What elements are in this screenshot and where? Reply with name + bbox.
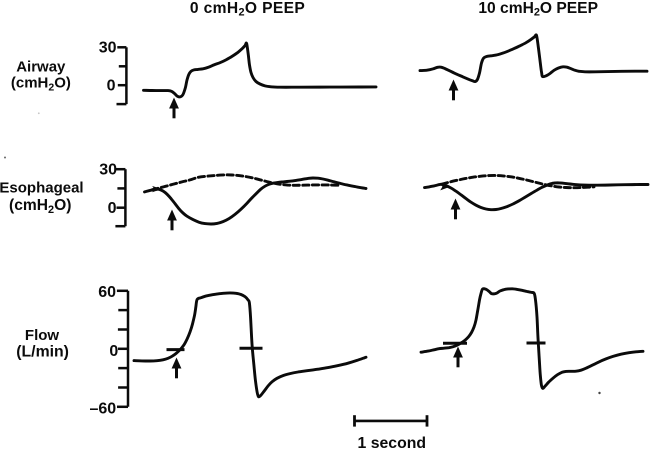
svg-text:0 cmH2O PEEP: 0 cmH2O PEEP (190, 0, 305, 18)
svg-text:30: 30 (99, 39, 117, 56)
svg-text:0: 0 (107, 77, 116, 94)
svg-text:Flow: Flow (25, 327, 59, 344)
svg-text:0: 0 (109, 343, 118, 360)
svg-text:60: 60 (98, 284, 116, 301)
svg-text:(cmH2O): (cmH2O) (9, 197, 71, 216)
svg-text:30: 30 (99, 161, 117, 178)
svg-text:–60: –60 (89, 400, 116, 417)
svg-text:(L/min): (L/min) (16, 343, 69, 360)
svg-text:1 second: 1 second (358, 435, 426, 449)
svg-text:(cmH2O): (cmH2O) (11, 75, 71, 94)
svg-text:0: 0 (108, 200, 117, 217)
svg-text:Airway: Airway (16, 58, 66, 75)
svg-text:10 cmH2O PEEP: 10 cmH2O PEEP (478, 0, 598, 18)
svg-text:Esophageal: Esophageal (0, 179, 84, 196)
